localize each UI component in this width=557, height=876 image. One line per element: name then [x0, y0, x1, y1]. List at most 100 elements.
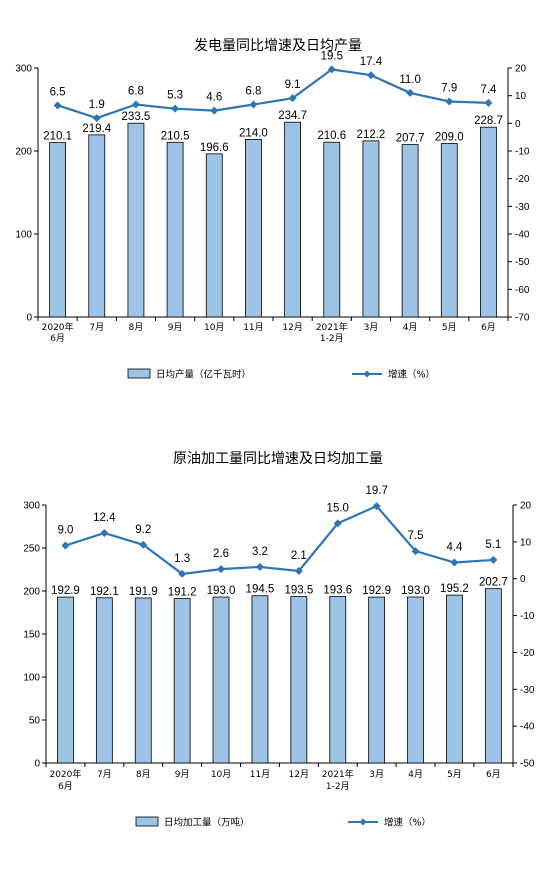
- line-point-marker: [100, 529, 109, 538]
- x-tick-label: 6月: [486, 769, 501, 780]
- x-tick-label: 12月: [282, 322, 302, 333]
- left-tick-label: 300: [15, 64, 32, 75]
- line-point-marker: [411, 547, 420, 556]
- line-value-label: 17.4: [360, 56, 383, 68]
- left-tick-label: 200: [15, 147, 32, 158]
- bar-value-label: 193.0: [401, 585, 430, 597]
- bar-value-label: 233.5: [122, 111, 151, 123]
- bar: [284, 121, 302, 318]
- line-point-marker: [327, 65, 336, 74]
- x-tick-label-line2: 6月: [50, 333, 65, 344]
- right-tick-label: -50: [520, 759, 535, 770]
- chart-1: 发电量同比增速及日均产量0100200300-70-60-50-40-30-20…: [15, 38, 530, 381]
- x-tick-label: 7月: [89, 322, 104, 333]
- line-value-label: 5.3: [167, 90, 183, 102]
- x-tick-label: 3月: [364, 322, 379, 333]
- bar: [134, 597, 152, 764]
- line-point-marker: [450, 558, 459, 567]
- line-value-label: 2.1: [291, 550, 307, 562]
- legend-line-marker: [359, 818, 367, 826]
- line-value-label: 6.8: [128, 86, 144, 98]
- line-value-label: 6.5: [50, 86, 66, 98]
- left-tick-label: 0: [34, 759, 40, 770]
- x-tick-label: 9月: [168, 322, 183, 333]
- bar-value-label: 210.5: [161, 130, 190, 142]
- x-tick-label: 4月: [408, 769, 423, 780]
- line-point-marker: [217, 565, 226, 574]
- legend-line-label: 增速（%）: [388, 369, 435, 381]
- line-point-marker: [372, 502, 381, 511]
- bar-value-label: 192.9: [362, 585, 391, 597]
- bar-value-label: 191.9: [129, 586, 158, 598]
- line-point-marker: [333, 519, 342, 528]
- right-tick-label: -20: [520, 648, 535, 659]
- line-value-label: 1.3: [174, 553, 190, 565]
- bar-value-label: 191.2: [168, 587, 197, 599]
- x-tick-label: 11月: [243, 322, 263, 333]
- line-value-label: 9.2: [135, 524, 151, 536]
- line-point-marker: [406, 88, 415, 97]
- bar: [362, 140, 380, 318]
- line-point-marker: [171, 104, 180, 113]
- left-tick-label: 100: [23, 673, 40, 684]
- line-value-label: 3.2: [252, 546, 268, 558]
- x-tick-label: 2020年: [42, 321, 74, 333]
- line-point-marker: [489, 555, 498, 564]
- chart-2: 原油加工量同比增速及日均加工量050100150200250300-50-40-…: [23, 451, 535, 829]
- x-tick-label: 2021年: [322, 768, 354, 780]
- bar: [290, 596, 308, 764]
- line-point-marker: [61, 541, 70, 550]
- chart-title: 发电量同比增速及日均产量: [194, 38, 362, 54]
- left-tick-label: 50: [29, 716, 41, 727]
- bar: [127, 122, 145, 318]
- line-value-label: 19.7: [365, 485, 387, 497]
- bar-value-label: 193.6: [323, 585, 352, 597]
- x-tick-label: 3月: [369, 769, 384, 780]
- bar: [173, 598, 191, 764]
- bar-value-label: 195.2: [440, 583, 469, 595]
- right-tick-label: -10: [520, 611, 535, 622]
- bar: [245, 138, 262, 318]
- line-point-marker: [484, 98, 493, 107]
- line-point-marker: [366, 71, 375, 80]
- legend-bar-label: 日均加工量（万吨）: [164, 817, 250, 829]
- bar-value-label: 214.0: [239, 127, 268, 139]
- bar: [401, 144, 419, 318]
- bar-value-label: 192.1: [90, 586, 119, 598]
- line-value-label: 4.4: [446, 541, 463, 553]
- line-point-marker: [178, 569, 187, 578]
- right-tick-label: -40: [520, 722, 535, 733]
- left-tick-label: 0: [26, 313, 32, 324]
- bar-value-label: 212.2: [357, 129, 386, 141]
- bar-value-label: 202.7: [479, 577, 508, 589]
- right-tick-label: -60: [515, 285, 530, 296]
- left-tick-label: 150: [23, 630, 40, 641]
- x-tick-label: 7月: [97, 769, 112, 780]
- line-value-label: 12.4: [93, 512, 116, 524]
- line-value-label: 1.9: [89, 99, 105, 111]
- chart-title: 原油加工量同比增速及日均加工量: [173, 451, 383, 467]
- line-value-label: 5.1: [485, 539, 501, 551]
- bar-value-label: 207.7: [396, 133, 425, 145]
- line-value-label: 6.8: [245, 86, 261, 98]
- bar: [407, 596, 424, 764]
- bar: [323, 141, 341, 318]
- x-tick-label: 9月: [175, 769, 190, 780]
- bar: [49, 142, 66, 318]
- left-tick-label: 250: [23, 544, 40, 555]
- line-value-label: 15.0: [327, 502, 349, 514]
- line-value-label: 9.1: [285, 79, 301, 91]
- growth-line: [57, 68, 489, 120]
- x-tick-label: 12月: [289, 769, 309, 780]
- legend-line-marker: [363, 370, 371, 378]
- right-tick-label: -70: [515, 313, 530, 324]
- line-value-label: 7.4: [480, 84, 497, 96]
- bar: [484, 588, 502, 764]
- x-tick-label: 8月: [129, 322, 144, 333]
- line-value-label: 4.6: [206, 92, 222, 104]
- bar: [166, 141, 184, 318]
- line-point-marker: [139, 540, 148, 549]
- line-point-marker: [288, 94, 297, 103]
- line-point-marker: [445, 97, 454, 106]
